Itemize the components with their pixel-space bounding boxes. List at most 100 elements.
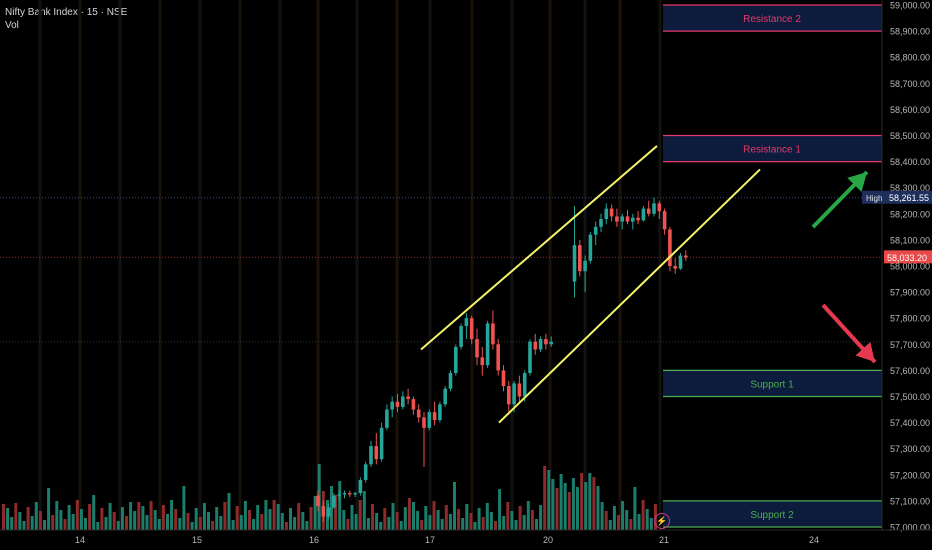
candle-body[interactable] bbox=[416, 409, 421, 418]
volume-bar bbox=[92, 495, 96, 530]
volume-bar bbox=[559, 474, 563, 530]
candle-body[interactable] bbox=[374, 446, 379, 460]
candle-body[interactable] bbox=[615, 216, 619, 222]
candle-body[interactable] bbox=[636, 217, 640, 221]
arrow-up-icon bbox=[847, 172, 867, 192]
price-axis-tick: 57,400.00 bbox=[890, 418, 930, 428]
candle-body[interactable] bbox=[353, 493, 357, 495]
candle-body[interactable] bbox=[609, 208, 614, 217]
time-axis-tick: 15 bbox=[192, 535, 202, 545]
volume-bar bbox=[248, 510, 251, 530]
candle-body[interactable] bbox=[427, 412, 432, 428]
candle-body[interactable] bbox=[528, 341, 532, 374]
candle-body[interactable] bbox=[646, 208, 651, 214]
candle-body[interactable] bbox=[673, 266, 677, 269]
candle-body[interactable] bbox=[496, 344, 500, 371]
channel-upper-line[interactable] bbox=[420, 145, 658, 351]
candle-body[interactable] bbox=[549, 341, 553, 345]
candle-body[interactable] bbox=[464, 318, 469, 327]
candle-body[interactable] bbox=[379, 427, 384, 460]
candle-body[interactable] bbox=[593, 226, 598, 235]
zone-support-1[interactable] bbox=[663, 370, 882, 397]
price-axis-tick: 58,600.00 bbox=[890, 105, 930, 115]
volume-bar bbox=[63, 519, 67, 530]
candle-body[interactable] bbox=[422, 417, 426, 428]
candle-body[interactable] bbox=[480, 357, 485, 366]
candle-body[interactable] bbox=[678, 255, 683, 269]
candle-body[interactable] bbox=[321, 506, 326, 517]
candle-body[interactable] bbox=[604, 208, 609, 220]
candle-body[interactable] bbox=[588, 234, 593, 261]
candle-body[interactable] bbox=[401, 396, 405, 407]
zone-resistance-2[interactable] bbox=[663, 5, 882, 32]
volume-bar bbox=[567, 492, 571, 530]
candle-body[interactable] bbox=[631, 217, 635, 222]
volume-bar bbox=[596, 486, 600, 530]
candle-body[interactable] bbox=[337, 494, 341, 496]
channel-lower-line[interactable] bbox=[498, 168, 761, 424]
candle-body[interactable] bbox=[583, 260, 587, 272]
candle-body[interactable] bbox=[348, 493, 352, 495]
candle-body[interactable] bbox=[469, 318, 474, 340]
candle-body[interactable] bbox=[544, 339, 548, 345]
zone-resistance-1[interactable] bbox=[663, 135, 882, 162]
volume-bar bbox=[379, 522, 383, 530]
candle-body[interactable] bbox=[522, 373, 527, 397]
candle-body[interactable] bbox=[657, 203, 662, 212]
candle-body[interactable] bbox=[507, 386, 511, 405]
candle-body[interactable] bbox=[599, 219, 603, 227]
volume-bar bbox=[55, 501, 59, 530]
volume-bar bbox=[629, 519, 633, 530]
candle-body[interactable] bbox=[538, 339, 543, 350]
high-tag-label: High bbox=[866, 194, 882, 203]
candle-body[interactable] bbox=[459, 326, 463, 347]
candle-body[interactable] bbox=[572, 245, 577, 282]
candle-body[interactable] bbox=[662, 211, 667, 230]
candle-body[interactable] bbox=[332, 495, 336, 508]
candle-body[interactable] bbox=[475, 339, 479, 358]
volume-bar bbox=[580, 473, 584, 530]
candle-body[interactable] bbox=[316, 495, 320, 507]
lightning-icon[interactable]: ⚡ bbox=[654, 513, 670, 529]
candle-body[interactable] bbox=[448, 373, 453, 389]
candle-body[interactable] bbox=[533, 341, 538, 350]
candle-body[interactable] bbox=[578, 245, 582, 272]
candle-body[interactable] bbox=[684, 255, 688, 258]
candle-body[interactable] bbox=[454, 346, 458, 374]
candle-body[interactable] bbox=[342, 493, 347, 495]
candle-body[interactable] bbox=[411, 399, 416, 410]
candle-body[interactable] bbox=[625, 216, 630, 222]
candle-body[interactable] bbox=[491, 323, 495, 345]
candle-body[interactable] bbox=[517, 383, 522, 397]
candle-body[interactable] bbox=[443, 388, 447, 405]
candle-body[interactable] bbox=[668, 229, 672, 266]
candle-body[interactable] bbox=[385, 409, 389, 428]
candle-body[interactable] bbox=[641, 208, 646, 221]
candle-body[interactable] bbox=[432, 412, 437, 420]
candle-body[interactable] bbox=[406, 396, 410, 400]
candle-body[interactable] bbox=[438, 404, 442, 420]
volume-bar bbox=[494, 521, 497, 530]
candle-body[interactable] bbox=[485, 323, 490, 366]
candle-body[interactable] bbox=[395, 401, 400, 407]
candle-body[interactable] bbox=[652, 203, 656, 214]
candle-body[interactable] bbox=[501, 370, 506, 387]
candle-body[interactable] bbox=[363, 464, 368, 481]
volume-bar bbox=[10, 517, 14, 530]
price-axis-tick: 58,800.00 bbox=[890, 53, 930, 63]
candle-body[interactable] bbox=[390, 401, 394, 410]
candle-body[interactable] bbox=[620, 216, 624, 222]
volume-bar bbox=[621, 501, 625, 530]
candle-body[interactable] bbox=[326, 507, 331, 517]
candle-body[interactable] bbox=[358, 480, 363, 494]
symbol-title[interactable]: Nifty Bank Index · 15 · NSE bbox=[5, 7, 128, 18]
candle-body[interactable] bbox=[512, 383, 516, 405]
zone-support-2[interactable] bbox=[663, 500, 882, 527]
candle-body[interactable] bbox=[369, 446, 373, 465]
volume-label[interactable]: Vol bbox=[5, 20, 19, 31]
zone-label: Resistance 2 bbox=[743, 14, 801, 25]
volume-bar bbox=[440, 519, 444, 530]
volume-bar bbox=[617, 515, 620, 530]
time-axis-tick: 14 bbox=[75, 535, 85, 545]
